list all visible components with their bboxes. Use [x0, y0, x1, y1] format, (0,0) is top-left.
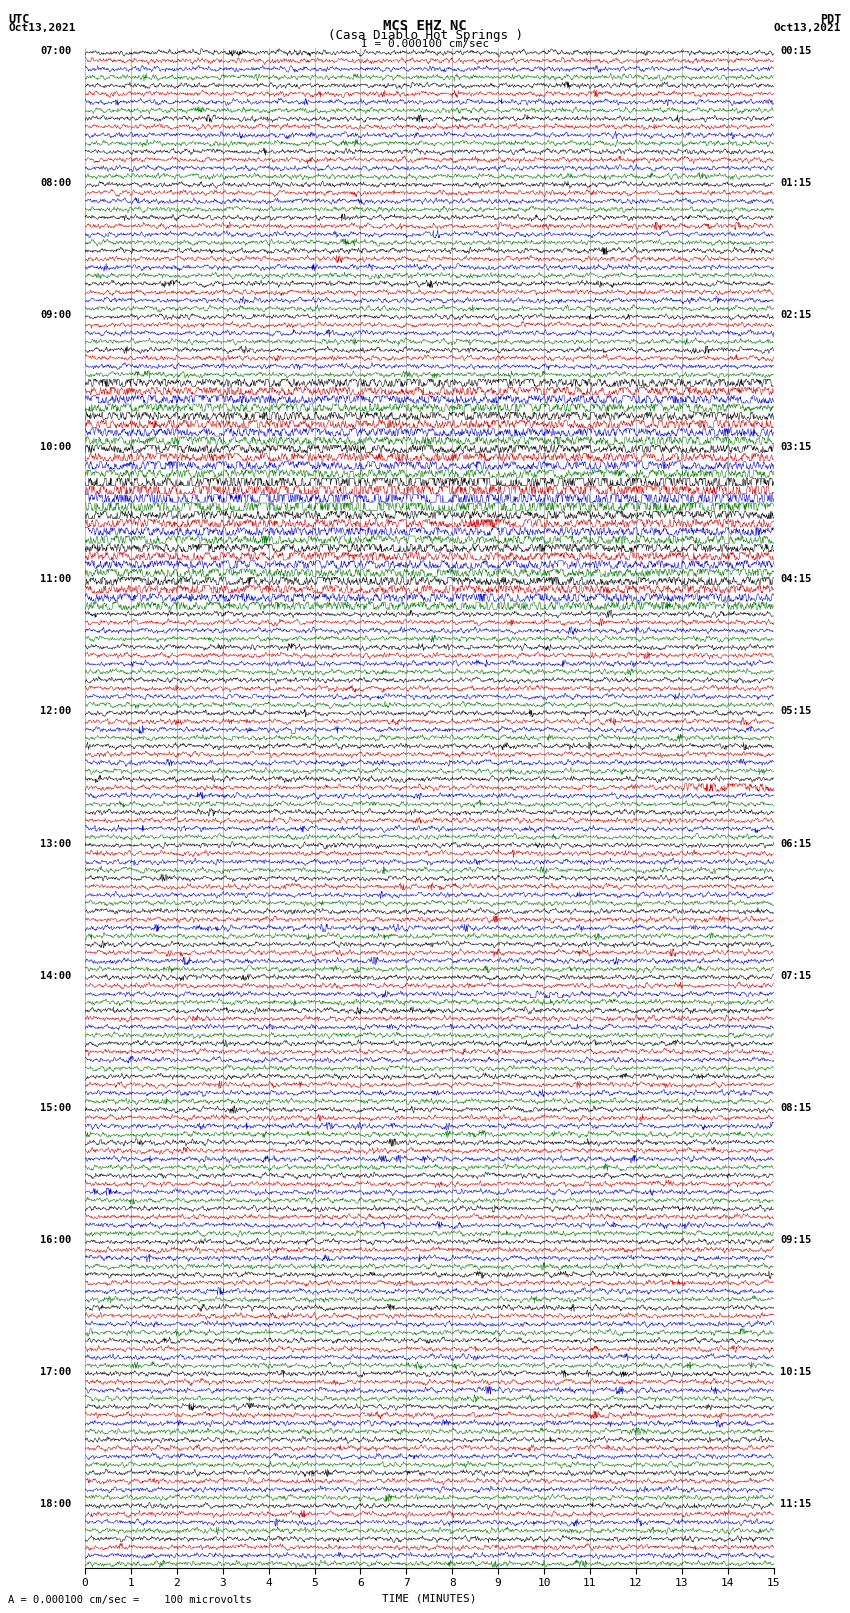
Text: 11:00: 11:00: [40, 574, 71, 584]
Text: Oct13,2021: Oct13,2021: [8, 23, 76, 32]
Text: 03:15: 03:15: [780, 442, 812, 452]
Text: 09:00: 09:00: [40, 310, 71, 319]
Text: 07:15: 07:15: [780, 971, 812, 981]
Text: 11:15: 11:15: [780, 1498, 812, 1510]
Text: A = 0.000100 cm/sec =    100 microvolts: A = 0.000100 cm/sec = 100 microvolts: [8, 1595, 252, 1605]
Text: 08:15: 08:15: [780, 1103, 812, 1113]
Text: 01:15: 01:15: [780, 177, 812, 189]
Text: MCS EHZ NC: MCS EHZ NC: [383, 19, 467, 34]
Text: 10:15: 10:15: [780, 1368, 812, 1378]
Text: 18:00: 18:00: [40, 1498, 71, 1510]
Text: (Casa Diablo Hot Springs ): (Casa Diablo Hot Springs ): [327, 29, 523, 42]
Text: PDT: PDT: [820, 13, 842, 26]
X-axis label: TIME (MINUTES): TIME (MINUTES): [382, 1594, 477, 1603]
Text: 04:15: 04:15: [780, 574, 812, 584]
Text: 10:00: 10:00: [40, 442, 71, 452]
Text: 07:00: 07:00: [40, 45, 71, 56]
Text: 13:00: 13:00: [40, 839, 71, 848]
Text: 09:15: 09:15: [780, 1236, 812, 1245]
Text: 16:00: 16:00: [40, 1236, 71, 1245]
Text: 00:15: 00:15: [780, 45, 812, 56]
Text: I = 0.000100 cm/sec: I = 0.000100 cm/sec: [361, 39, 489, 48]
Text: 17:00: 17:00: [40, 1368, 71, 1378]
Text: 06:15: 06:15: [780, 839, 812, 848]
Text: 08:00: 08:00: [40, 177, 71, 189]
Text: Oct13,2021: Oct13,2021: [774, 23, 842, 32]
Text: 15:00: 15:00: [40, 1103, 71, 1113]
Text: 02:15: 02:15: [780, 310, 812, 319]
Text: UTC: UTC: [8, 13, 30, 26]
Text: 12:00: 12:00: [40, 706, 71, 716]
Text: 14:00: 14:00: [40, 971, 71, 981]
Text: 05:15: 05:15: [780, 706, 812, 716]
